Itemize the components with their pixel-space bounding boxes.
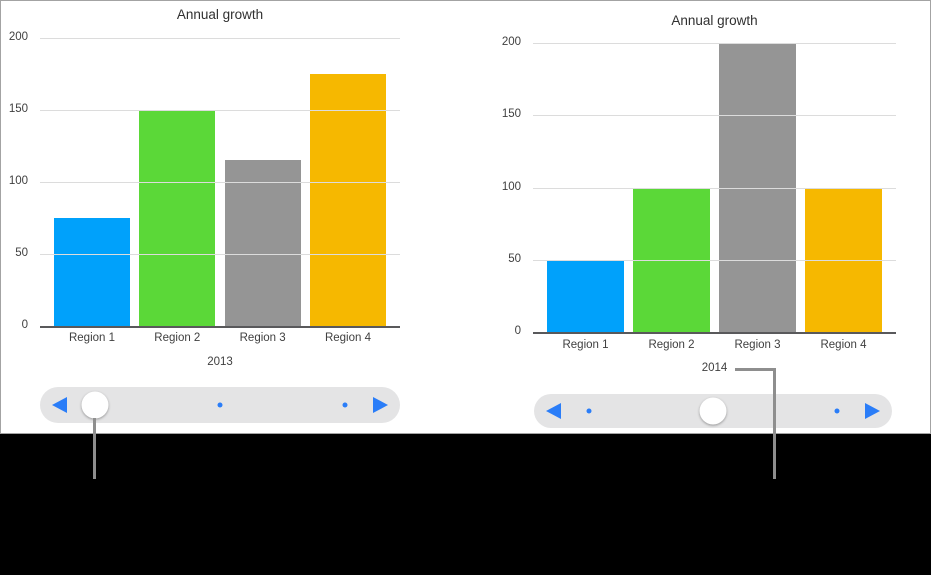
- gridline: [533, 187, 896, 189]
- gridline: [533, 43, 896, 44]
- callout-line-right: [735, 368, 776, 479]
- gridline: [40, 38, 400, 39]
- plot-area: 0 50 100 150 200: [9, 31, 400, 331]
- x-axis-category-label: Region 3: [239, 332, 286, 344]
- y-axis-tick-label: 150: [501, 108, 521, 121]
- scrubber-page-dot[interactable]: [217, 402, 223, 408]
- scrubber-page-dot[interactable]: [586, 408, 592, 414]
- y-axis-tick-label: 0: [514, 325, 521, 337]
- y-axis-tick-label: 100: [8, 175, 28, 187]
- bar-region-1[interactable]: [547, 259, 624, 332]
- series-label: 2014: [701, 362, 728, 374]
- scrubber-knob[interactable]: [81, 391, 109, 419]
- scrubber-knob[interactable]: [699, 397, 727, 425]
- scrubber-previous-icon[interactable]: [546, 403, 561, 419]
- chart-scrubber[interactable]: [534, 394, 892, 428]
- bar-region-4[interactable]: [309, 74, 386, 326]
- gridline: [533, 259, 896, 261]
- x-axis-category-label: Region 4: [324, 332, 371, 344]
- y-axis-tick-label: 50: [15, 247, 28, 259]
- interactive-chart-2014: Annual growth 0 50 100 150 200 Region 1 Regio…: [502, 0, 896, 434]
- gridline: [533, 115, 896, 117]
- interactive-chart-2013: Annual growth 0 50 100 150 200 Region 1 Regio…: [9, 0, 400, 434]
- x-axis-category-label: Region 2: [648, 339, 695, 351]
- y-axis-tick-label: 200: [8, 31, 28, 43]
- bar-region-3[interactable]: [224, 160, 301, 326]
- plot-area: 0 50 100 150 200: [502, 36, 896, 337]
- x-axis-category-label: Region 4: [820, 339, 867, 351]
- x-axis-labels: Region 1 Region 2 Region 3 Region 4: [533, 339, 896, 351]
- y-axis-tick-label: 150: [8, 103, 28, 115]
- scrubber-page-dot[interactable]: [342, 402, 348, 408]
- gridline: [40, 182, 400, 183]
- chart-title: Annual growth: [671, 13, 758, 28]
- x-axis-category-label: Region 3: [734, 339, 781, 351]
- scrubber-page-dot[interactable]: [834, 408, 840, 414]
- y-axis-tick-label: 100: [501, 180, 521, 193]
- y-axis-tick-label: 200: [501, 36, 521, 48]
- gridline: [40, 254, 400, 255]
- scrubber-next-icon[interactable]: [865, 403, 880, 419]
- bar-region-1[interactable]: [54, 218, 130, 326]
- x-axis-category-label: Region 2: [154, 332, 201, 344]
- scrubber-previous-icon[interactable]: [52, 397, 67, 413]
- x-axis-category-label: Region 1: [562, 339, 609, 351]
- x-axis-labels: Region 1 Region 2 Region 3 Region 4: [40, 332, 400, 344]
- y-axis-tick-label: 50: [508, 252, 521, 265]
- bar-region-2[interactable]: [139, 110, 216, 326]
- y-axis-tick-label: 0: [21, 319, 28, 331]
- x-axis-category-label: Region 1: [68, 332, 116, 344]
- scrubber-next-icon[interactable]: [373, 397, 388, 413]
- gridline: [40, 110, 400, 111]
- chart-title: Annual growth: [176, 7, 264, 22]
- chart-scrubber[interactable]: [40, 387, 400, 423]
- callout-line-left: [93, 418, 96, 479]
- series-label: 2013: [207, 356, 233, 368]
